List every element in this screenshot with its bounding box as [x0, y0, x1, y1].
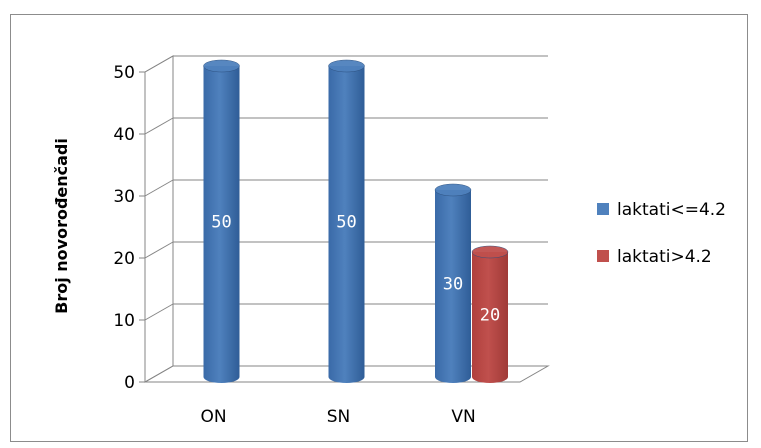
- x-tick-label: SN: [327, 407, 351, 427]
- gridline-depth: [144, 117, 174, 135]
- bar-body: [472, 252, 508, 383]
- legend-label: laktati>4.2: [617, 247, 712, 267]
- data-label: 50: [211, 213, 231, 233]
- x-tick-label: VN: [451, 407, 475, 427]
- x-tick-labels: ON SN VN: [200, 407, 475, 427]
- y-tick-label: 40: [113, 125, 135, 145]
- bar-SN-laktati<=4.2: 50: [328, 59, 365, 383]
- legend: laktati<=4.2 laktati>4.2: [597, 200, 726, 267]
- legend-label: laktati<=4.2: [617, 200, 726, 220]
- y-tick-label: 10: [113, 311, 135, 331]
- bar-top: [434, 183, 472, 197]
- gridline-depth: [144, 55, 174, 73]
- bar-VN-laktati>4.2: 20: [471, 245, 509, 383]
- y-axis-title: Broj novorođenčadi: [52, 138, 71, 314]
- y-tick-label: 50: [113, 63, 135, 83]
- y-tick-labels: 0 10 20 30 40 50: [113, 63, 135, 393]
- bar-ON-laktati<=4.2: 50: [203, 59, 240, 383]
- gridline-depth: [144, 303, 174, 321]
- side-wall: [144, 55, 174, 383]
- bar-top: [471, 245, 509, 259]
- gridline-depth: [144, 365, 174, 383]
- gridline-depth: [144, 241, 174, 259]
- bar-body: [328, 66, 365, 383]
- data-label: 30: [443, 275, 463, 295]
- y-tick-label: 30: [113, 187, 135, 207]
- data-label: 20: [480, 306, 500, 326]
- y-tick-label: 0: [124, 373, 135, 393]
- legend-item: laktati<=4.2: [597, 200, 726, 220]
- bar-top: [328, 59, 365, 73]
- bar-body: [203, 66, 240, 383]
- legend-swatch: [597, 203, 609, 215]
- legend-item: laktati>4.2: [597, 247, 712, 267]
- data-label: 50: [336, 213, 356, 233]
- bar-VN-laktati<=4.2: 30: [434, 183, 472, 383]
- bar-body: [435, 190, 471, 383]
- legend-swatch: [597, 250, 609, 262]
- y-tick-label: 20: [113, 249, 135, 269]
- bar-top: [203, 59, 240, 73]
- x-tick-label: ON: [200, 407, 226, 427]
- bars: 50 50 30 20: [203, 59, 509, 383]
- gridline-depth: [144, 179, 174, 197]
